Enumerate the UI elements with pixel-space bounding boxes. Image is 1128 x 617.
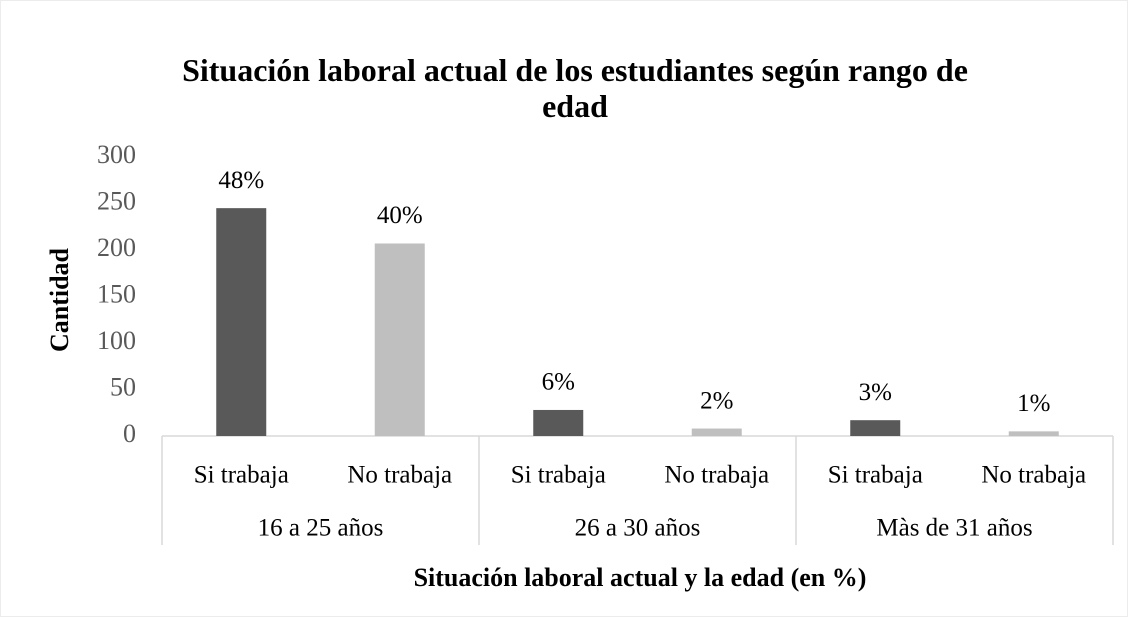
bar	[691, 428, 742, 436]
x-tick-label: No trabaja	[347, 462, 452, 489]
y-tick-label: 250	[97, 186, 136, 215]
data-label: 6%	[542, 369, 575, 396]
group-label: Màs de 31 años	[876, 515, 1032, 542]
x-tick-label: No trabaja	[664, 462, 769, 489]
y-tick-label: 300	[97, 140, 136, 169]
data-label: 40%	[377, 202, 423, 229]
bar	[533, 409, 584, 436]
x-tick-label: No trabaja	[981, 462, 1086, 489]
y-tick-label: 100	[97, 326, 136, 355]
data-label: 48%	[218, 167, 264, 194]
data-label: 1%	[1017, 390, 1050, 417]
x-tick-label: Si trabaja	[828, 462, 923, 489]
y-tick-label: 200	[97, 233, 136, 262]
data-label: 2%	[700, 387, 733, 414]
data-label: 3%	[859, 379, 892, 406]
bar	[374, 243, 425, 436]
y-axis-label: Cantidad	[45, 247, 74, 352]
y-tick-label: 0	[123, 419, 136, 448]
x-tick-label: Si trabaja	[194, 462, 289, 489]
group-label: 16 a 25 años	[258, 515, 384, 542]
bar	[850, 420, 901, 436]
y-tick-label: 150	[97, 279, 136, 308]
group-label: 26 a 30 años	[575, 515, 701, 542]
bar	[216, 208, 267, 436]
x-axis-label: Situación laboral actual y la edad (en %…	[414, 563, 867, 592]
y-tick-label: 50	[110, 372, 136, 401]
x-tick-label: Si trabaja	[511, 462, 606, 489]
bar	[1008, 431, 1059, 436]
chart-title: Situación laboral actual de los estudian…	[182, 52, 968, 124]
